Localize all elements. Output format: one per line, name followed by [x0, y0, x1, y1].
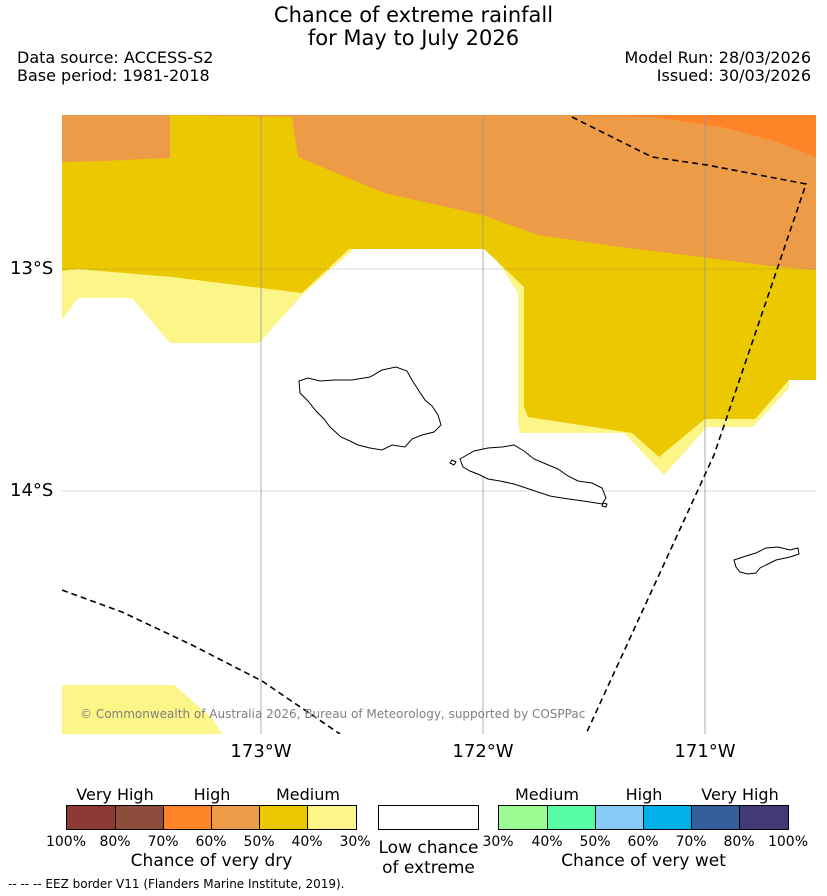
dry-swatch-50-40 — [260, 806, 308, 829]
low-chance-swatch — [378, 805, 479, 830]
island-upolu — [459, 444, 607, 505]
lat-label-14s: 14°S — [10, 480, 54, 501]
dry-orange — [572, 115, 816, 157]
wet-tick: 50% — [579, 834, 611, 850]
dry-tick: 30% — [339, 834, 371, 850]
dry-tick: 60% — [195, 834, 227, 850]
dry-swatch-80-70 — [116, 806, 164, 829]
dry-tick: 70% — [147, 834, 179, 850]
meridians — [260, 115, 706, 734]
dry-head-medium: Medium — [276, 785, 340, 804]
dry-colorbar — [66, 805, 357, 830]
base-period: Base period: 1981-2018 — [17, 66, 210, 85]
dry-head-high: High — [193, 785, 231, 804]
lon-label-173w: 173°W — [230, 741, 292, 762]
dry-tick: 100% — [45, 834, 87, 850]
wet-colorbar — [498, 805, 789, 830]
wet-swatch-40-50 — [548, 806, 596, 829]
wet-tick: 100% — [767, 834, 809, 850]
wet-tick: 60% — [627, 834, 659, 850]
eez-footnote: -- -- -- EEZ border V11 (Flanders Marine… — [8, 877, 345, 891]
lon-label-172w: 172°W — [452, 741, 514, 762]
dry-swatch-100-80 — [67, 806, 116, 829]
dry-tick: 40% — [291, 834, 323, 850]
issued-date: Issued: 30/03/2026 — [656, 66, 811, 85]
wet-swatch-70-80 — [692, 806, 740, 829]
wet-swatch-50-60 — [596, 806, 644, 829]
wet-tick: 40% — [531, 834, 563, 850]
graticule — [62, 268, 816, 492]
chart-title-line1: Chance of extreme rainfall — [273, 3, 554, 27]
copyright-text: © Commonwealth of Australia 2026, Bureau… — [80, 707, 585, 721]
dry-head-very-high: Very High — [76, 785, 154, 804]
eez-border-east — [571, 116, 808, 734]
dry-swatch-60-50 — [212, 806, 260, 829]
wet-tick: 70% — [675, 834, 707, 850]
lat-label-13s: 13°S — [10, 258, 54, 279]
dry-light-yellow-south — [62, 685, 222, 734]
model-run: Model Run: 28/03/2026 — [624, 48, 812, 67]
data-source: Data source: ACCESS-S2 — [17, 48, 214, 67]
island-tutuila — [733, 546, 800, 575]
island-small-1 — [449, 459, 457, 466]
rainfall-map: © Commonwealth of Australia 2026, Bureau… — [62, 115, 816, 734]
wet-colorbar-title: Chance of very wet — [561, 851, 726, 871]
wet-swatch-30-40 — [499, 806, 548, 829]
islands — [298, 366, 800, 575]
wet-head-very-high: Very High — [701, 785, 779, 804]
dry-swatch-40-30 — [308, 806, 356, 829]
wet-swatch-60-70 — [644, 806, 692, 829]
low-chance-label-line1: Low chance — [378, 838, 479, 858]
lon-label-171w: 171°W — [674, 741, 736, 762]
eez-border-southwest — [62, 589, 341, 734]
chart-title-line2: for May to July 2026 — [307, 26, 520, 50]
dry-tick: 80% — [99, 834, 131, 850]
dry-tick: 50% — [243, 834, 275, 850]
wet-tick: 30% — [482, 834, 514, 850]
wet-head-medium: Medium — [515, 785, 579, 804]
dry-colorbar-title: Chance of very dry — [130, 851, 293, 871]
dry-swatch-70-60 — [164, 806, 212, 829]
island-savaii — [298, 366, 442, 451]
wet-swatch-80-100 — [740, 806, 788, 829]
eez-border — [62, 116, 808, 734]
wet-tick: 80% — [723, 834, 755, 850]
wet-head-high: High — [625, 785, 663, 804]
dry-orange-tan — [62, 115, 816, 270]
low-chance-label-line2: of extreme — [382, 858, 475, 878]
island-small-2 — [601, 502, 608, 508]
